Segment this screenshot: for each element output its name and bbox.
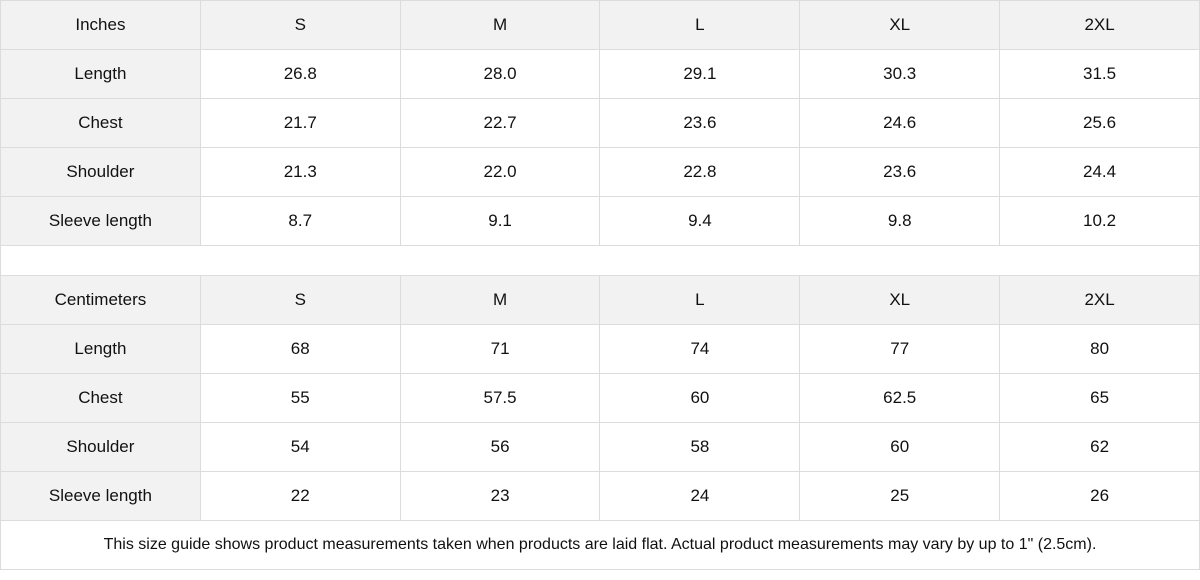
- measurement-cell: 68: [199, 324, 401, 374]
- measurement-cell: 26: [999, 471, 1200, 521]
- size-header: L: [599, 0, 801, 50]
- table-row: Sleeve length 22 23 24 25 26: [0, 471, 1200, 521]
- size-header: XL: [799, 0, 1001, 50]
- measurement-cell: 60: [799, 422, 1001, 472]
- footnote-row: This size guide shows product measuremen…: [0, 520, 1200, 570]
- row-label: Shoulder: [0, 147, 201, 197]
- row-label: Sleeve length: [0, 471, 201, 521]
- measurement-cell: 23.6: [599, 98, 801, 148]
- size-header: S: [199, 0, 401, 50]
- measurement-cell: 28.0: [399, 49, 601, 99]
- measurement-cell: 30.3: [799, 49, 1001, 99]
- measurement-cell: 56: [399, 422, 601, 472]
- footnote: This size guide shows product measuremen…: [0, 520, 1200, 570]
- measurement-cell: 77: [799, 324, 1001, 374]
- measurement-cell: 8.7: [199, 196, 401, 246]
- measurement-cell: 62: [999, 422, 1200, 472]
- measurement-cell: 21.7: [199, 98, 401, 148]
- size-header: L: [599, 275, 801, 325]
- measurement-cell: 25: [799, 471, 1001, 521]
- row-label: Length: [0, 324, 201, 374]
- measurement-cell: 74: [599, 324, 801, 374]
- measurement-cell: 55: [199, 373, 401, 423]
- row-label: Sleeve length: [0, 196, 201, 246]
- header-row: Centimeters S M L XL 2XL: [0, 275, 1200, 325]
- size-header: S: [199, 275, 401, 325]
- measurement-cell: 22.0: [399, 147, 601, 197]
- size-header: 2XL: [999, 0, 1200, 50]
- table-row: Chest 55 57.5 60 62.5 65: [0, 373, 1200, 423]
- table-row: Length 68 71 74 77 80: [0, 324, 1200, 374]
- measurement-cell: 25.6: [999, 98, 1200, 148]
- unit-label: Centimeters: [0, 275, 201, 325]
- measurement-cell: 22.8: [599, 147, 801, 197]
- measurement-cell: 80: [999, 324, 1200, 374]
- table-row: Shoulder 21.3 22.0 22.8 23.6 24.4: [0, 147, 1200, 197]
- measurement-cell: 21.3: [199, 147, 401, 197]
- table-spacer: [0, 245, 1200, 276]
- size-header: M: [399, 0, 601, 50]
- measurement-cell: 71: [399, 324, 601, 374]
- measurement-cell: 31.5: [999, 49, 1200, 99]
- row-label: Chest: [0, 373, 201, 423]
- table-row: Shoulder 54 56 58 60 62: [0, 422, 1200, 472]
- row-label: Length: [0, 49, 201, 99]
- measurement-cell: 62.5: [799, 373, 1001, 423]
- measurement-cell: 22.7: [399, 98, 601, 148]
- unit-label: Inches: [0, 0, 201, 50]
- row-label: Chest: [0, 98, 201, 148]
- measurement-cell: 24.4: [999, 147, 1200, 197]
- measurement-cell: 26.8: [199, 49, 401, 99]
- measurement-cell: 65: [999, 373, 1200, 423]
- measurement-cell: 24: [599, 471, 801, 521]
- measurement-cell: 22: [199, 471, 401, 521]
- size-header: M: [399, 275, 601, 325]
- table-row: Length 26.8 28.0 29.1 30.3 31.5: [0, 49, 1200, 99]
- measurement-cell: 29.1: [599, 49, 801, 99]
- measurement-cell: 57.5: [399, 373, 601, 423]
- measurement-cell: 60: [599, 373, 801, 423]
- measurement-cell: 23.6: [799, 147, 1001, 197]
- measurement-cell: 23: [399, 471, 601, 521]
- measurement-cell: 54: [199, 422, 401, 472]
- table-row: Chest 21.7 22.7 23.6 24.6 25.6: [0, 98, 1200, 148]
- size-header: XL: [799, 275, 1001, 325]
- measurement-cell: 24.6: [799, 98, 1001, 148]
- size-header: 2XL: [999, 275, 1200, 325]
- measurement-cell: 9.8: [799, 196, 1001, 246]
- header-row: Inches S M L XL 2XL: [0, 0, 1200, 50]
- row-label: Shoulder: [0, 422, 201, 472]
- measurement-cell: 9.4: [599, 196, 801, 246]
- measurement-cell: 10.2: [999, 196, 1200, 246]
- table-row: Sleeve length 8.7 9.1 9.4 9.8 10.2: [0, 196, 1200, 246]
- measurement-cell: 9.1: [399, 196, 601, 246]
- measurement-cell: 58: [599, 422, 801, 472]
- spacer-cell: [0, 245, 1200, 276]
